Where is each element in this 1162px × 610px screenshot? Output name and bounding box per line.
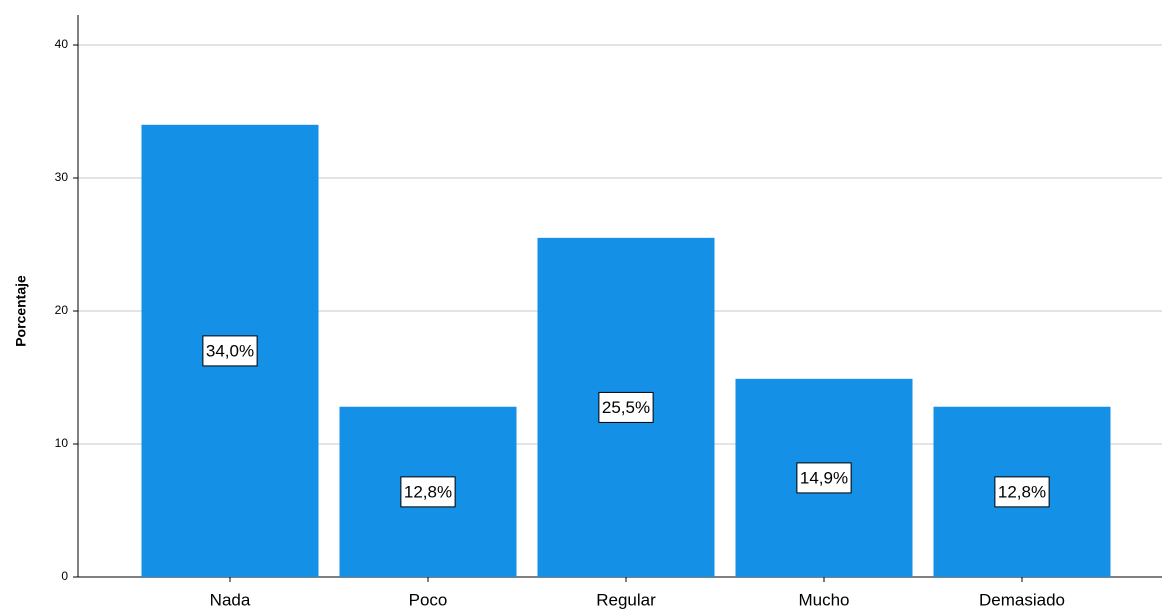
value-label-box [598, 391, 654, 423]
x-tick-label: Nada [210, 590, 251, 609]
x-tick-label: Regular [596, 590, 656, 609]
value-label: 25,5% [602, 398, 650, 417]
value-label-box [994, 476, 1050, 508]
y-tick-label: 20 [55, 303, 69, 317]
value-label: 34,0% [206, 341, 254, 360]
value-label-box [202, 335, 258, 367]
value-label: 12,8% [998, 482, 1046, 501]
y-tick-label: 40 [55, 37, 69, 51]
value-label: 12,8% [404, 482, 452, 501]
y-axis-label: Porcentaje [13, 275, 29, 347]
value-label-box [796, 462, 852, 494]
value-label-box [400, 476, 456, 508]
x-tick-label: Poco [409, 590, 448, 609]
value-label: 14,9% [800, 468, 848, 487]
y-tick-label: 10 [55, 436, 69, 450]
x-tick-label: Mucho [798, 590, 849, 609]
y-tick-label: 0 [61, 569, 68, 583]
x-tick-label: Demasiado [979, 590, 1065, 609]
y-tick-label: 30 [55, 170, 69, 184]
